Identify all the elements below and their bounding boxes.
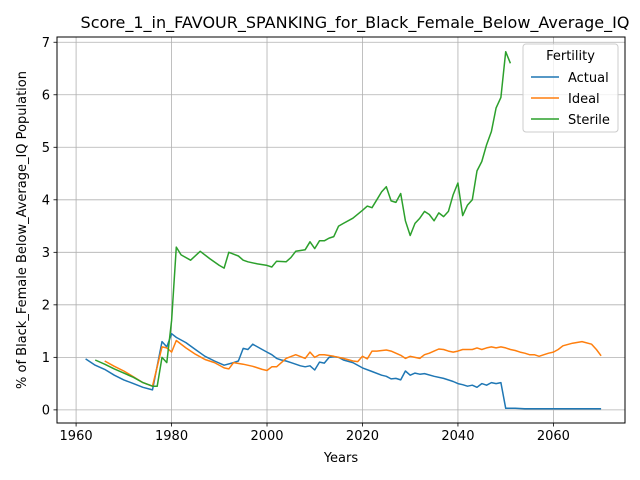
legend-box <box>522 43 619 133</box>
axes-frame <box>56 36 626 424</box>
y-tick-label: 4 <box>42 193 50 208</box>
y-axis-label: % of Black_Female Below_Average_IQ Popul… <box>15 71 30 389</box>
ticks: 1960 1980 2000 2020 2040 2060 0 1 2 3 4 5 6 7 <box>42 36 570 444</box>
y-tick-label: 5 <box>42 141 50 156</box>
grid <box>57 37 625 423</box>
y-tick-label: 6 <box>42 88 50 103</box>
x-tick-label: 2020 <box>346 429 379 444</box>
legend-entries: Actual Ideal Sterile <box>531 71 610 128</box>
legend-title: Fertility <box>546 49 595 64</box>
x-tick-label: 2040 <box>441 429 474 444</box>
y-tick-label: 0 <box>42 403 50 418</box>
x-tick-label: 1980 <box>155 429 188 444</box>
series-lines <box>85 50 602 410</box>
legend: Fertility Actual Ideal Sterile <box>522 43 619 133</box>
x-tick-label: 2000 <box>250 429 283 444</box>
legend-label-actual: Actual <box>568 71 609 86</box>
x-tick-label: 1960 <box>60 429 93 444</box>
y-tick-label: 2 <box>42 298 50 313</box>
series-line-sterile <box>94 50 512 387</box>
x-axis-label: Years <box>323 451 359 466</box>
chart-title: Score_1_in_FAVOUR_SPANKING_for_Black_Fem… <box>81 13 630 33</box>
y-tick-label: 3 <box>42 246 50 261</box>
legend-label-sterile: Sterile <box>568 113 610 128</box>
series-line-ideal <box>104 339 602 387</box>
x-tick-label: 2060 <box>537 429 570 444</box>
y-tick-label: 7 <box>42 36 50 51</box>
y-tick-label: 1 <box>42 351 50 366</box>
legend-label-ideal: Ideal <box>568 92 600 107</box>
plot-area: 1960 1980 2000 2020 2040 2060 0 1 2 3 4 5 6 7 <box>42 36 626 444</box>
